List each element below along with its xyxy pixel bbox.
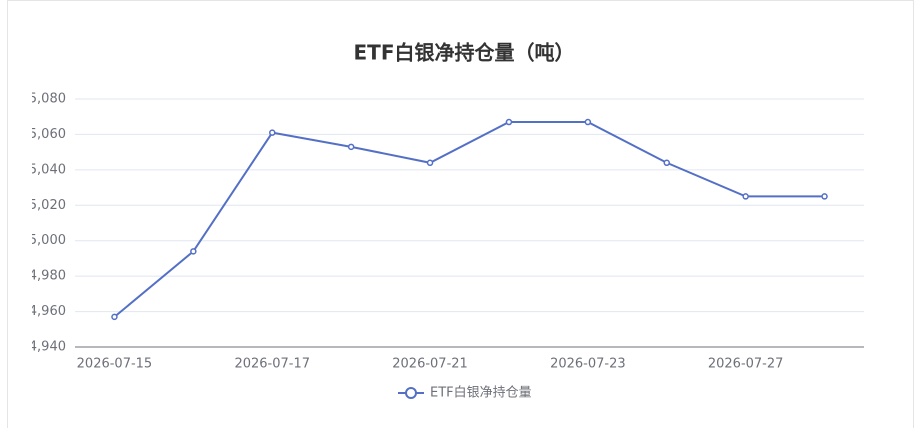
y-tick-label: 5,060	[29, 127, 66, 142]
x-tick-label: 2026-07-17	[234, 357, 310, 372]
point	[584, 118, 592, 126]
legend-marker	[405, 387, 417, 399]
point	[663, 159, 670, 167]
x-tick-label: 2026-07-21	[392, 357, 468, 372]
y-tick-label: 5,080	[29, 92, 66, 107]
point	[742, 193, 749, 200]
point	[821, 193, 828, 200]
point	[269, 129, 276, 136]
point	[111, 313, 118, 321]
point	[426, 159, 434, 167]
y-tick-label: 4,980	[29, 269, 66, 284]
y-tick-label: 5,040	[29, 162, 66, 177]
x-tick-label: 2026-07-27	[708, 357, 784, 372]
x-tick-label: 2026-07-23	[550, 357, 626, 372]
line	[113, 121, 825, 318]
y-axis-labels: 4,940 4,960 4,980 5,000 5,020 5,040 5,060 5,080	[29, 92, 66, 355]
legend-label: ETF白银净持仓量	[430, 385, 532, 401]
point	[347, 143, 355, 151]
y-tick-label: 5,020	[29, 198, 66, 213]
y-tick-label: 5,000	[29, 233, 66, 248]
y-tick-label: 4,940	[29, 340, 66, 355]
x-tick-label: 2026-07-15	[77, 357, 153, 372]
point	[190, 248, 197, 255]
point	[505, 118, 513, 126]
chart-title: ETF白银净持仓量（吨）	[354, 41, 575, 65]
chart-frame	[7, 0, 914, 432]
y-tick-label: 4,960	[29, 304, 66, 319]
